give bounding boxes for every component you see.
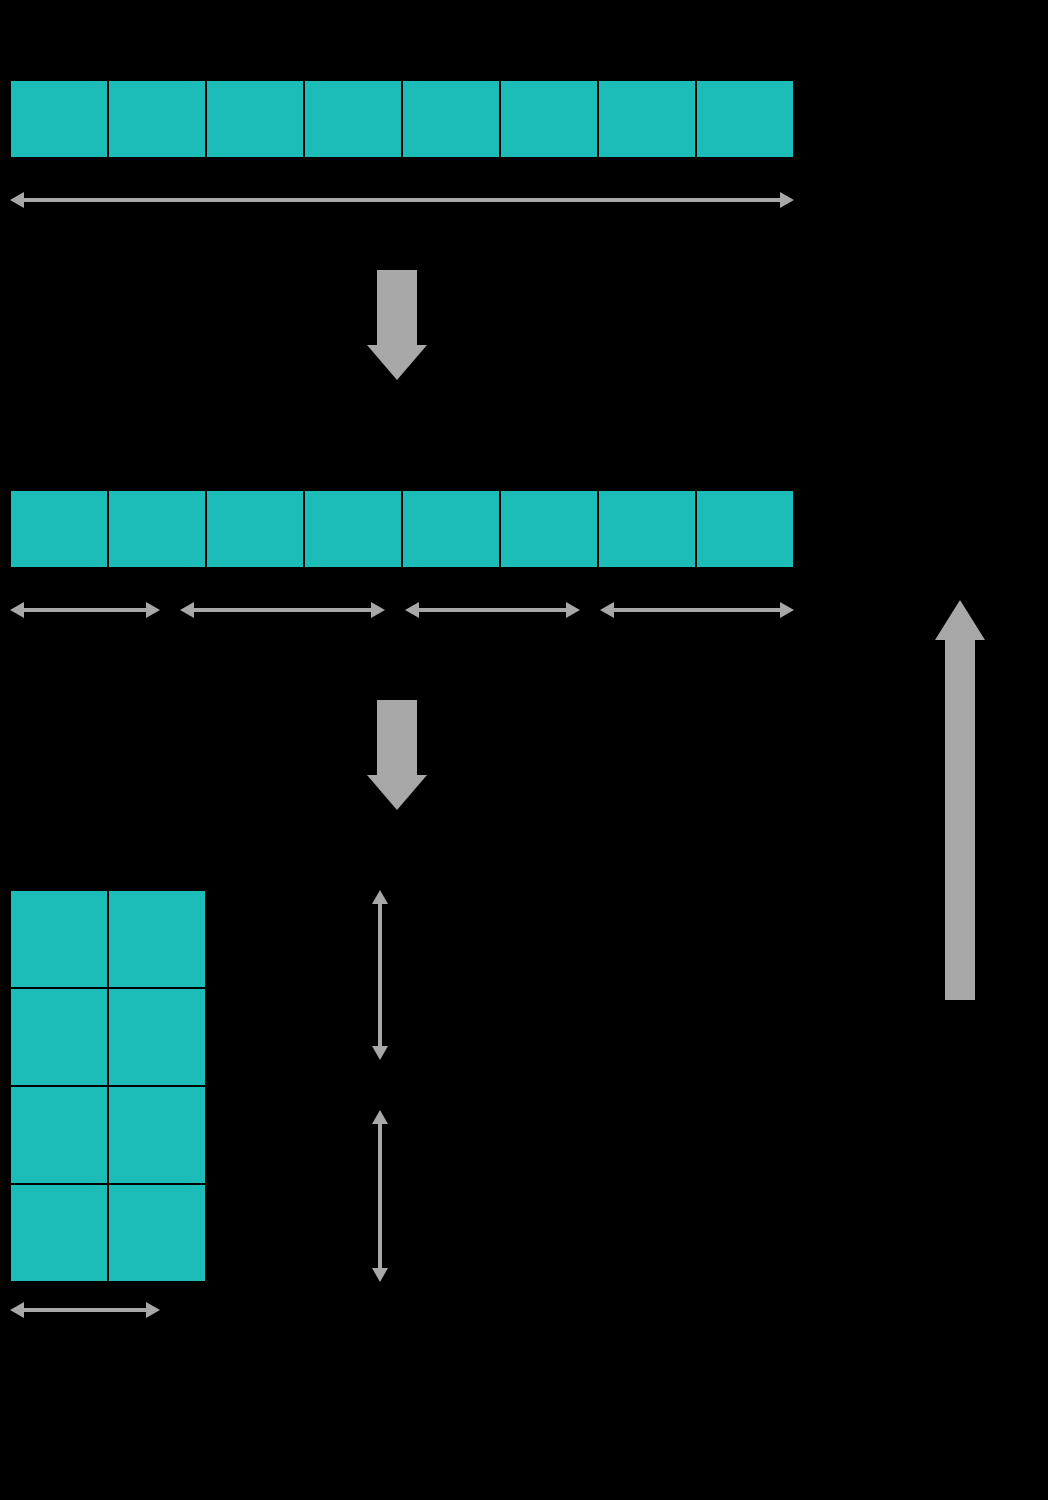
dim-arrow-h [180, 602, 385, 618]
flow-arrow-down [367, 700, 427, 810]
grid3-cell [108, 1086, 206, 1184]
row2-cell [108, 490, 206, 568]
row2-cell [696, 490, 794, 568]
row1-cell [696, 80, 794, 158]
row1-cell [402, 80, 500, 158]
row2-cell [402, 490, 500, 568]
grid3-cell [10, 1086, 108, 1184]
dim-arrow-h [10, 192, 794, 208]
dim-arrow-v [372, 890, 388, 1060]
dim-arrow-h [10, 1302, 160, 1318]
grid3-cell [10, 988, 108, 1086]
grid3-cell [10, 890, 108, 988]
flow-arrow-down [367, 270, 427, 380]
row1-cell [304, 80, 402, 158]
row2-cell [10, 490, 108, 568]
row2-cell [206, 490, 304, 568]
row2-cell [500, 490, 598, 568]
grid3-cell [10, 1184, 108, 1282]
dim-arrow-h [405, 602, 580, 618]
flow-arrow-up [935, 600, 985, 1000]
dim-arrow-v [372, 1110, 388, 1282]
row2-cell [304, 490, 402, 568]
grid3-cell [108, 1184, 206, 1282]
dim-arrow-h [10, 602, 160, 618]
row1-cell [10, 80, 108, 158]
row1-cell [500, 80, 598, 158]
row1-cell [598, 80, 696, 158]
grid3-cell [108, 890, 206, 988]
grid3-cell [108, 988, 206, 1086]
dim-arrow-h [600, 602, 794, 618]
row2-cell [598, 490, 696, 568]
row1-cell [108, 80, 206, 158]
row1-cell [206, 80, 304, 158]
